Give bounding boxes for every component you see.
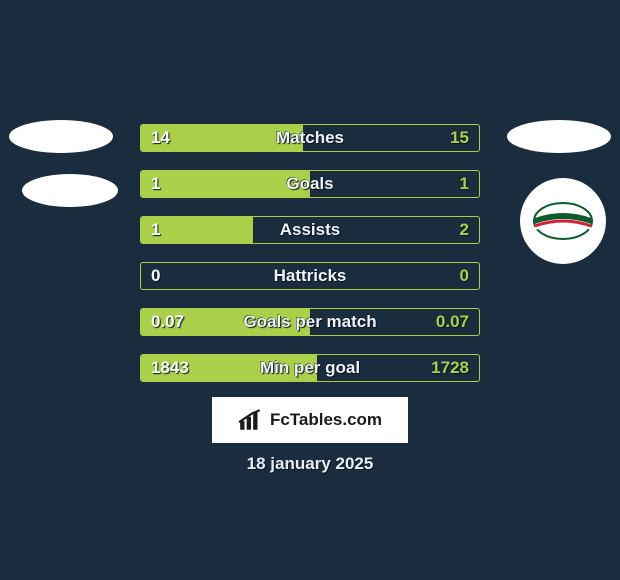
stat-bar-left-fill [141,171,310,197]
stat-label: Hattricks [141,263,479,289]
stat-value-left: 0 [151,263,160,289]
player1-national-logo-placeholder [22,174,118,207]
stat-bar-left-fill [141,355,317,381]
stats-container: Matches1415 Goals11 Assists12 Hattricks0 0 Go… [140,124,480,400]
lechia-badge-icon [533,202,593,240]
stat-value-right: 0.07 [436,309,469,335]
date-stamp: 18 january 2025 [0,454,620,474]
stat-value-right: 1 [460,171,469,197]
stat-value-right: 1728 [431,355,469,381]
stat-bar-left-fill [141,125,303,151]
bar-chart-icon [238,407,264,433]
stat-bar-left-fill [141,309,310,335]
stat-value-right: 2 [460,217,469,243]
stat-row: Goals per match0.070.07 [140,308,480,336]
branding-box: FcTables.com [212,397,408,443]
stat-bar-left-fill [141,217,253,243]
stat-row: Min per goal18431728 [140,354,480,382]
player2-national-club-badge [520,178,606,264]
stat-row: Assists12 [140,216,480,244]
stat-value-right: 0 [460,263,469,289]
branding-text: FcTables.com [270,410,382,430]
player1-club-logo-placeholder [9,120,113,153]
stat-row: Matches1415 [140,124,480,152]
stat-row: Hattricks0 0 [140,262,480,290]
player2-club-logo-placeholder [507,120,611,153]
stat-value-right: 15 [450,125,469,151]
stat-row: Goals11 [140,170,480,198]
